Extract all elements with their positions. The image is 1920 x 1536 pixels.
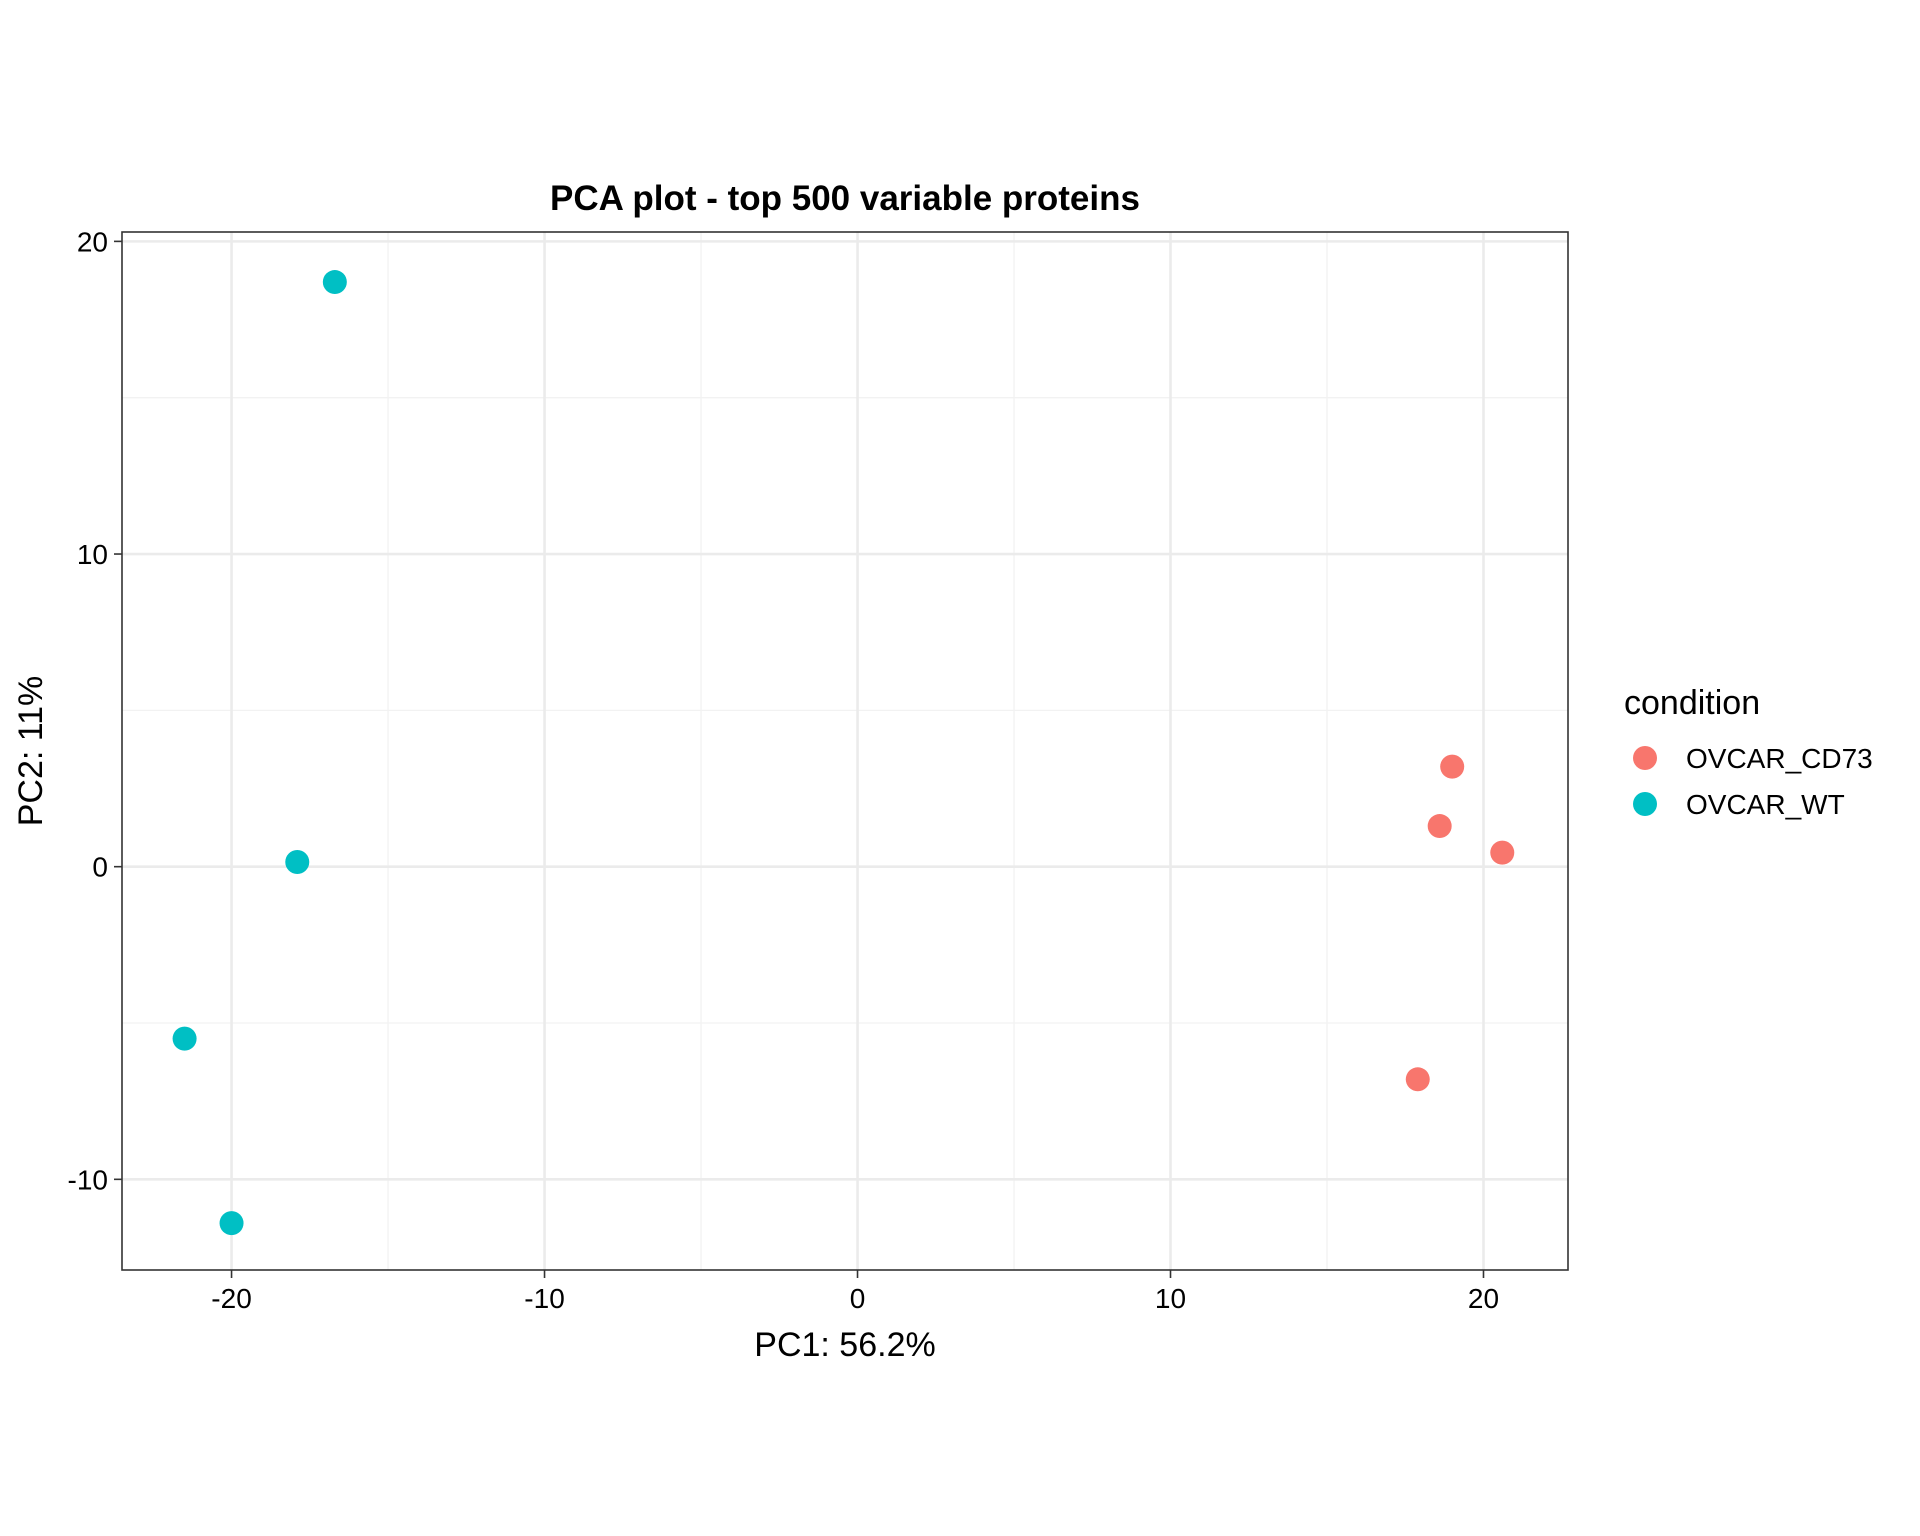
legend: condition OVCAR_CD73 OVCAR_WT xyxy=(1624,684,1873,820)
x-tick-label: -10 xyxy=(524,1283,564,1314)
plot-panel-border xyxy=(121,231,1569,1271)
chart-title: PCA plot - top 500 variable proteins xyxy=(550,179,1140,218)
x-axis-title: PC1: 56.2% xyxy=(754,1326,935,1364)
legend-key-ovcar-wt xyxy=(1633,792,1657,816)
legend-label: OVCAR_CD73 xyxy=(1686,743,1873,774)
x-tick-label: 20 xyxy=(1468,1283,1499,1314)
data-point-ovcar-wt xyxy=(322,270,347,295)
grid-lines xyxy=(122,232,1568,1270)
data-point-ovcar-cd73 xyxy=(1427,814,1452,839)
axis-ticks: -20 -10 0 10 20 -10 0 10 20 xyxy=(68,226,1500,1314)
data-point-ovcar-cd73 xyxy=(1490,840,1515,865)
y-tick-label: 20 xyxy=(77,226,108,257)
data-point-ovcar-cd73 xyxy=(1440,754,1465,779)
legend-items: OVCAR_CD73 OVCAR_WT xyxy=(1633,743,1873,820)
data-point-ovcar-wt xyxy=(219,1211,244,1236)
y-tick-label: -10 xyxy=(68,1164,108,1195)
y-axis-title: PC2: 11% xyxy=(12,676,50,827)
x-tick-label: -20 xyxy=(211,1283,251,1314)
y-tick-label: 0 xyxy=(92,852,108,883)
legend-title: condition xyxy=(1624,684,1760,722)
data-points xyxy=(172,270,1515,1236)
data-point-ovcar-wt xyxy=(172,1026,197,1051)
legend-key-ovcar-cd73 xyxy=(1633,746,1657,770)
y-tick-label: 10 xyxy=(77,539,108,570)
data-point-ovcar-wt xyxy=(285,849,310,874)
legend-label: OVCAR_WT xyxy=(1686,789,1845,820)
data-point-ovcar-cd73 xyxy=(1405,1067,1430,1092)
x-tick-label: 10 xyxy=(1155,1283,1186,1314)
x-tick-label: 0 xyxy=(850,1283,866,1314)
